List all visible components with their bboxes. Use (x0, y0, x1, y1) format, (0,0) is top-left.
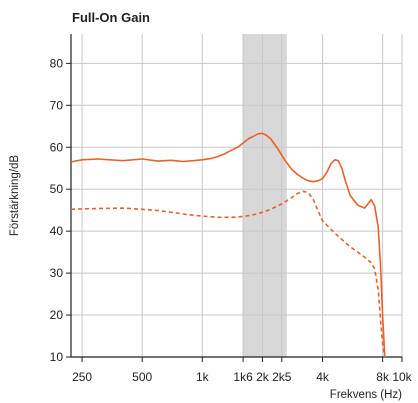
y-tick-label: 50 (50, 182, 64, 196)
y-tick-label: 40 (50, 224, 64, 238)
x-tick-label: 1k (196, 370, 210, 384)
series-line-dashed (70, 190, 386, 358)
y-tick-label: 60 (50, 140, 64, 154)
highlight-band-layer (243, 34, 287, 357)
y-tick-label: 20 (50, 308, 64, 322)
tick-label-layer: 10 20 30 40 50 60 70 80 250 500 1k 1k6 2k 2k5 4k 8k 10k (50, 56, 413, 384)
x-tick-label: 2k (256, 370, 270, 384)
x-tick-label: 500 (132, 370, 152, 384)
y-tick-label: 30 (50, 266, 64, 280)
x-tick-label: 8k (376, 370, 390, 384)
y-tick-label: 70 (50, 98, 64, 112)
y-axis-label: Förstärkning/dB (9, 155, 21, 237)
x-tick-label: 4k (316, 370, 330, 384)
grid-layer (71, 34, 403, 358)
x-tick-label: 10k (392, 370, 412, 384)
series-layer (70, 132, 386, 358)
x-tick-label: 1k6 (233, 370, 253, 384)
highlight-band (243, 34, 287, 357)
y-tick-label: 10 (50, 350, 64, 364)
axis-layer (66, 34, 403, 362)
x-tick-label: 2k5 (272, 370, 292, 384)
series-line-solid (70, 132, 386, 358)
chart-title: Full-On Gain (72, 10, 150, 25)
y-tick-label: 80 (50, 56, 64, 70)
x-tick-label: 250 (72, 370, 92, 384)
x-axis-label: Frekvens (Hz) (330, 389, 402, 401)
